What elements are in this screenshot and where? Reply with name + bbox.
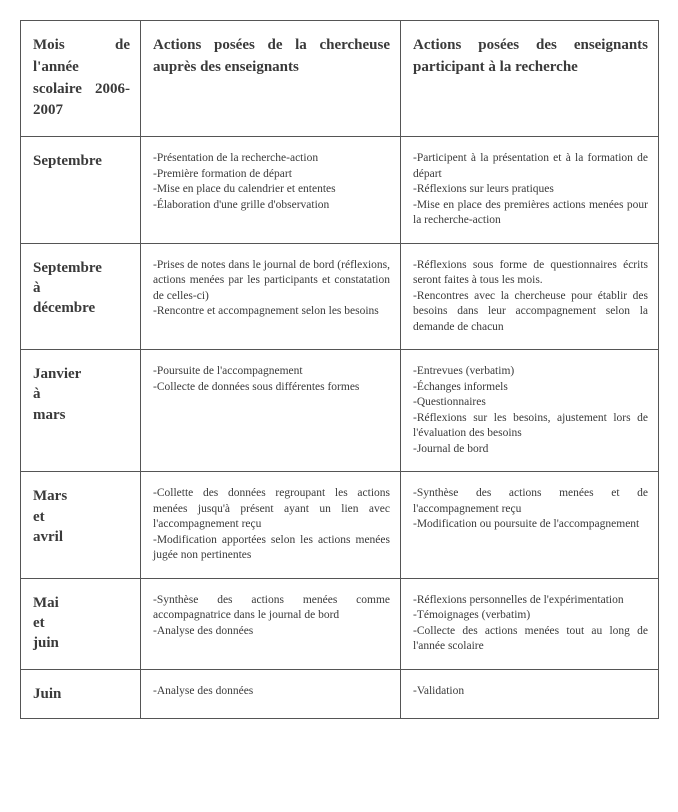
researcher-actions-cell: -Collette des données regroupant les act… bbox=[141, 472, 401, 579]
month-word: Janvier bbox=[33, 366, 81, 382]
table-row: Janvier à mars -Poursuite de l'accompagneme… bbox=[21, 350, 659, 472]
teacher-actions-cell: -Réflexions personnelles de l'expériment… bbox=[401, 578, 659, 669]
list-item: -Rencontres avec la chercheuse pour étab… bbox=[413, 289, 648, 336]
list-item: -Réflexions sur les besoins, ajustement … bbox=[413, 411, 648, 442]
month-cell: Septembre à décembre bbox=[21, 243, 141, 350]
month-word: à bbox=[33, 280, 41, 296]
list-item: -Entrevues (verbatim) bbox=[413, 364, 648, 380]
month-cell: Juin bbox=[21, 669, 141, 718]
teacher-actions-cell: -Participent à la présentation et à la f… bbox=[401, 137, 659, 244]
table-row: Mars et avril -Collette des données regroup… bbox=[21, 472, 659, 579]
list-item: -Poursuite de l'accompagnement bbox=[153, 364, 390, 380]
month-word: mars bbox=[33, 407, 66, 423]
list-item: -Élaboration d'une grille d'observation bbox=[153, 198, 390, 214]
list-item: -Questionnaires bbox=[413, 395, 648, 411]
researcher-actions-cell: -Analyse des données bbox=[141, 669, 401, 718]
month-word: et bbox=[33, 615, 45, 631]
list-item: -Collecte des actions menées tout au lon… bbox=[413, 624, 648, 655]
list-item: -Échanges informels bbox=[413, 380, 648, 396]
teacher-actions-cell: -Validation bbox=[401, 669, 659, 718]
researcher-actions-cell: -Présentation de la recherche-action-Pre… bbox=[141, 137, 401, 244]
table-row: Septembre-Présentation de la recherche-a… bbox=[21, 137, 659, 244]
list-item: -Analyse des données bbox=[153, 684, 390, 700]
list-item: -Collecte de données sous différentes fo… bbox=[153, 380, 390, 396]
month-cell: Janvier à mars bbox=[21, 350, 141, 472]
list-item: -Réflexions sous forme de questionnaires… bbox=[413, 258, 648, 289]
list-item: -Participent à la présentation et à la f… bbox=[413, 151, 648, 182]
list-item: -Synthèse des actions menées et de l'acc… bbox=[413, 486, 648, 517]
list-item: -Première formation de départ bbox=[153, 167, 390, 183]
month-cell: Septembre bbox=[21, 137, 141, 244]
list-item: -Témoignages (verbatim) bbox=[413, 608, 648, 624]
table-row: Juin -Analyse des données -Validation bbox=[21, 669, 659, 718]
list-item: -Présentation de la recherche-action bbox=[153, 151, 390, 167]
list-item: -Rencontre et accompagnement selon les b… bbox=[153, 304, 390, 320]
list-item: -Mise en place du calendrier et ententes bbox=[153, 182, 390, 198]
list-item: -Modification apportées selon les action… bbox=[153, 533, 390, 564]
month-word: Septembre bbox=[33, 260, 102, 276]
researcher-actions-cell: -Poursuite de l'accompagnement-Collecte … bbox=[141, 350, 401, 472]
list-item: -Mise en place des premières actions men… bbox=[413, 198, 648, 229]
month-word: juin bbox=[33, 635, 59, 651]
list-item: -Modification ou poursuite de l'accompag… bbox=[413, 517, 648, 533]
month-word: et bbox=[33, 509, 45, 525]
list-item: -Synthèse des actions menées comme accom… bbox=[153, 593, 390, 624]
table-row: Mai et juin -Synthèse des actions menées co… bbox=[21, 578, 659, 669]
list-item: -Prises de notes dans le journal de bord… bbox=[153, 258, 390, 305]
month-word: décembre bbox=[33, 300, 95, 316]
researcher-actions-cell: -Prises de notes dans le journal de bord… bbox=[141, 243, 401, 350]
header-col-2: Actions posées des enseignants participa… bbox=[401, 21, 659, 137]
month-word: Mars bbox=[33, 488, 67, 504]
teacher-actions-cell: -Réflexions sous forme de questionnaires… bbox=[401, 243, 659, 350]
month-word: Mai bbox=[33, 595, 59, 611]
list-item: -Réflexions sur leurs pratiques bbox=[413, 182, 648, 198]
list-item: -Réflexions personnelles de l'expériment… bbox=[413, 593, 648, 609]
month-word: avril bbox=[33, 529, 63, 545]
teacher-actions-cell: -Synthèse des actions menées et de l'acc… bbox=[401, 472, 659, 579]
list-item: -Collette des données regroupant les act… bbox=[153, 486, 390, 533]
schedule-table: Mois de l'année scolaire 2006-2007 Actio… bbox=[20, 20, 659, 719]
teacher-actions-cell: -Entrevues (verbatim)-Échanges informels… bbox=[401, 350, 659, 472]
table-header-row: Mois de l'année scolaire 2006-2007 Actio… bbox=[21, 21, 659, 137]
list-item: -Journal de bord bbox=[413, 442, 648, 458]
list-item: -Validation bbox=[413, 684, 648, 700]
month-word: à bbox=[33, 386, 41, 402]
researcher-actions-cell: -Synthèse des actions menées comme accom… bbox=[141, 578, 401, 669]
table-row: Septembre à décembre -Prises de notes dans … bbox=[21, 243, 659, 350]
header-col-0: Mois de l'année scolaire 2006-2007 bbox=[21, 21, 141, 137]
list-item: -Analyse des données bbox=[153, 624, 390, 640]
month-cell: Mars et avril bbox=[21, 472, 141, 579]
header-col-1: Actions posées de la chercheuse auprès d… bbox=[141, 21, 401, 137]
month-cell: Mai et juin bbox=[21, 578, 141, 669]
